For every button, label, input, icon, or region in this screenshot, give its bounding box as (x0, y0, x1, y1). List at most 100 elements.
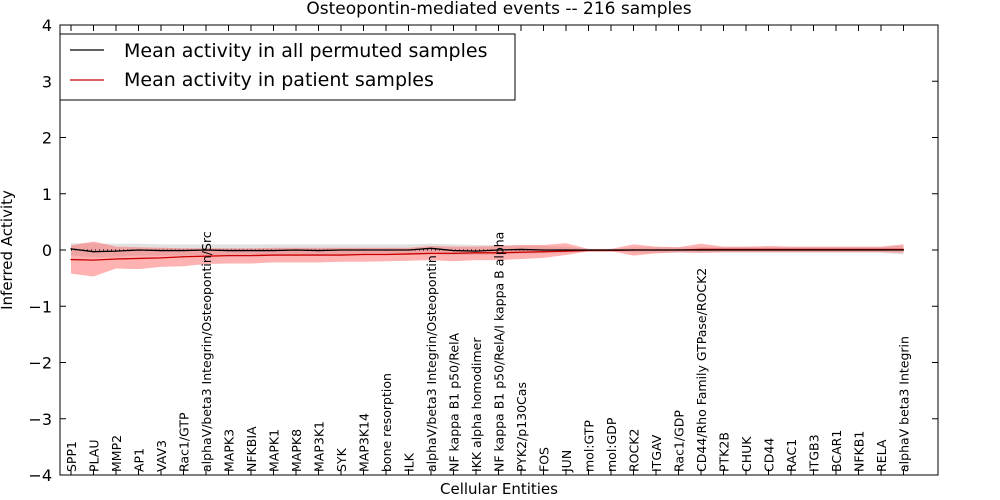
permuted-point (722, 249, 725, 251)
y-tick-label: 4 (42, 16, 52, 35)
permuted-point (632, 249, 635, 251)
x-tick-label: NF kappa B1 p50/RelA/I kappa B alpha (492, 232, 507, 472)
x-tick-label: FOS (537, 447, 552, 472)
y-tick-label: −1 (28, 297, 52, 316)
permuted-point (250, 249, 252, 252)
patient-point (92, 259, 95, 261)
permuted-point (407, 249, 410, 251)
y-tick-label: −3 (28, 410, 52, 429)
legend-box (59, 33, 516, 101)
x-axis: SPP1 PLAU MMP2 AP1 VAV3 Rac1/GTP alphaV/beta3 … (64, 25, 912, 475)
patient-point (565, 250, 567, 252)
x-tick-label: AP1 (132, 448, 147, 472)
patient-point (227, 255, 230, 257)
permuted-point (340, 249, 342, 251)
patient-point (340, 254, 342, 256)
patient-point (520, 251, 522, 253)
permuted-point (227, 249, 230, 252)
x-tick-label: MAPK1 (267, 429, 282, 472)
permuted-point (137, 249, 140, 251)
x-tick-label: Rac1/GTP (177, 412, 192, 472)
x-tick-label: MAPK3 (222, 429, 237, 472)
permuted-point (70, 248, 72, 250)
x-tick-label: bone resorption (379, 373, 394, 472)
patient-point (475, 252, 477, 254)
permuted-mean-line (70, 247, 904, 253)
patient-point (497, 252, 500, 254)
permuted-point (385, 249, 387, 251)
permuted-point (362, 249, 365, 251)
patient-point (160, 257, 162, 259)
patient-point (317, 254, 320, 256)
permuted-point (92, 251, 95, 253)
permuted-point (902, 249, 905, 251)
patient-point (430, 252, 432, 254)
permuted-point (272, 249, 275, 252)
x-tick-label: CD44/Rho Family GTPase/ROCK2 (694, 268, 709, 472)
x-tick-label: NF kappa B1 p50/RelA (447, 332, 462, 472)
permuted-point (565, 249, 567, 251)
patient-point (272, 254, 275, 256)
x-tick-label: MAP3K14 (357, 413, 372, 472)
x-tick-label: alphaV beta3 Integrin (897, 336, 912, 472)
permuted-point (700, 249, 702, 251)
patient-point (137, 257, 140, 260)
permuted-point (182, 249, 185, 252)
y-tick-label: 2 (42, 129, 52, 148)
permuted-point (587, 249, 590, 251)
x-tick-label: mol:GDP (604, 417, 619, 472)
permuted-point (857, 249, 860, 251)
x-axis-label: Cellular Entities (440, 480, 558, 498)
x-tick-label: NFKBIA (244, 426, 259, 472)
permuted-point (790, 249, 792, 251)
x-tick-label: RELA (874, 439, 889, 472)
x-tick-label: ITGAV (649, 434, 664, 472)
x-tick-label: BCAR1 (829, 430, 844, 472)
x-tick-label: SPP1 (64, 441, 79, 472)
x-tick-label: CHUK (739, 436, 754, 472)
y-axis-label: Inferred Activity (0, 190, 16, 310)
patient-point (115, 258, 117, 260)
permuted-point (610, 249, 612, 251)
permuted-point (655, 249, 657, 251)
y-tick-label: −2 (28, 354, 52, 373)
x-tick-label: NFKB1 (852, 431, 867, 472)
permuted-point (475, 250, 477, 252)
permuted-point (767, 249, 770, 251)
permuted-point (430, 247, 432, 249)
permuted-point (295, 249, 297, 251)
permuted-point (205, 249, 207, 251)
chart-title: Osteopontin-mediated events -- 216 sampl… (306, 0, 691, 19)
patient-point (407, 253, 410, 255)
legend-permuted-label: Mean activity in all permuted samples (124, 40, 487, 62)
permuted-point (317, 249, 320, 252)
permuted-point (520, 248, 522, 251)
x-tick-label: alphaV/beta3 Integrin/Osteopontin (424, 255, 439, 472)
permuted-point (880, 249, 882, 251)
y-tick-label: 3 (42, 72, 52, 91)
permuted-point (677, 249, 680, 251)
patient-point (295, 254, 297, 256)
patient-point (70, 258, 72, 261)
x-tick-label: MAP3K1 (312, 421, 327, 472)
x-tick-label: MMP2 (109, 435, 124, 472)
permuted-point (497, 249, 500, 251)
legend: Mean activity in all permuted samples Me… (59, 33, 516, 101)
y-tick-label: 0 (42, 241, 52, 260)
x-tick-label: ILK (402, 452, 417, 472)
x-tick-label: Rac1/GDP (672, 410, 687, 472)
patient-point (362, 253, 365, 256)
permuted-point (745, 249, 747, 251)
y-tick-label: 1 (42, 185, 52, 204)
x-tick-label: PLAU (87, 440, 102, 473)
x-tick-label: CD44 (762, 438, 777, 472)
permuted-point (160, 249, 162, 252)
patient-point (205, 255, 207, 257)
series-lines (70, 247, 905, 261)
x-tick-label: MAPK8 (289, 429, 304, 472)
permuted-point (115, 250, 117, 252)
x-tick-label: VAV3 (154, 440, 169, 472)
patient-point (250, 255, 252, 257)
x-tick-label: PTK2B (717, 432, 732, 472)
permuted-point (452, 249, 455, 252)
